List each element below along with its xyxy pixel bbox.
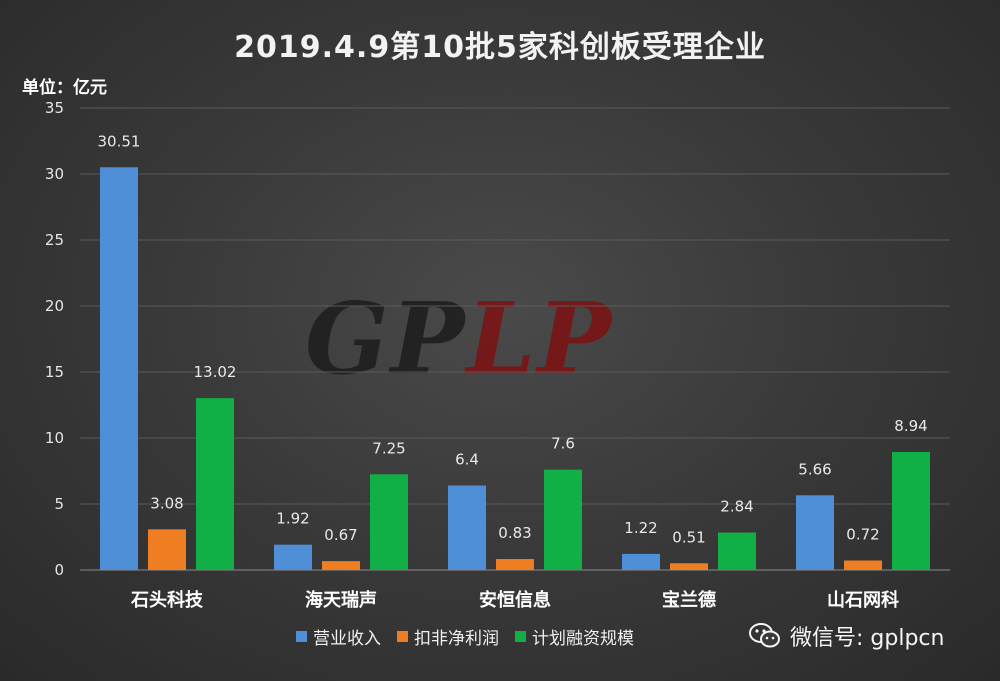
y-tick-label: 15: [45, 363, 64, 381]
bar-0-3: [622, 553, 660, 570]
data-label: 7.25: [372, 439, 405, 457]
y-tick-label: 10: [45, 429, 64, 447]
y-tick-label: 20: [45, 297, 64, 315]
unit-label: 单位：亿元: [22, 78, 107, 98]
data-label: 0.72: [846, 525, 879, 543]
bar-2-1: [370, 474, 408, 570]
bar-0-4: [796, 495, 834, 570]
bar-0-0: [100, 167, 138, 570]
legend-item: 营业收入: [296, 624, 381, 649]
data-label: 1.92: [276, 510, 309, 528]
bar-1-3: [670, 563, 708, 570]
watermark-part-1: GP: [305, 282, 467, 397]
data-label: 2.84: [720, 498, 753, 516]
x-category-label: 安恒信息: [479, 589, 551, 611]
bar-0-2: [448, 485, 486, 570]
bar-2-4: [892, 451, 930, 570]
bar-2-3: [718, 532, 756, 570]
bar-1-2: [496, 559, 534, 570]
wechat-icon: [749, 623, 780, 648]
x-category-label: 山石网科: [827, 589, 899, 611]
data-label: 0.51: [672, 528, 705, 546]
data-label: 30.51: [98, 132, 141, 150]
bar-0-1: [274, 544, 312, 570]
legend-swatch: [515, 631, 526, 642]
y-tick-label: 25: [45, 231, 64, 249]
data-label: 13.02: [194, 363, 237, 381]
y-tick-label: 5: [54, 495, 64, 513]
x-category-label: 海天瑞声: [305, 589, 377, 611]
data-label: 0.83: [498, 524, 531, 542]
data-label: 3.08: [150, 494, 183, 512]
y-tick-label: 0: [54, 561, 64, 579]
legend-label: 计划融资规模: [532, 629, 634, 649]
bar-1-4: [844, 560, 882, 570]
y-tick-label: 35: [45, 99, 64, 117]
x-category-label: 石头科技: [130, 589, 204, 611]
watermark-part-2: L: [466, 282, 538, 397]
wechat-id: 微信号: gplpcn: [748, 620, 944, 652]
legend-label: 营业收入: [313, 629, 381, 649]
data-label: 5.66: [798, 460, 831, 478]
legend-label: 扣非净利润: [414, 629, 499, 649]
data-label: 1.22: [624, 519, 657, 537]
watermark-part-3: P: [537, 282, 613, 397]
bar-2-2: [544, 469, 582, 570]
legend-item: 计划融资规模: [515, 624, 634, 649]
legend-item: 扣非净利润: [397, 624, 499, 649]
bar-1-0: [148, 529, 186, 570]
wechat-label: 微信号: gplpcn: [790, 626, 945, 651]
data-label: 8.94: [894, 417, 927, 435]
data-label: 7.6: [551, 435, 575, 453]
bar-2-0: [196, 398, 234, 570]
bar-1-1: [322, 561, 360, 570]
data-label: 0.67: [324, 526, 357, 544]
data-label: 6.4: [455, 451, 479, 469]
y-tick-label: 30: [45, 165, 64, 183]
x-category-label: 宝兰德: [662, 589, 716, 611]
chart-legend: 营业收入 扣非净利润 计划融资规模: [296, 624, 634, 649]
chart-title: 2019.4.9第10批5家科创板受理企业: [234, 30, 766, 65]
legend-swatch: [397, 631, 408, 642]
gplp-watermark: GPLP: [305, 282, 613, 397]
legend-swatch: [296, 631, 307, 642]
